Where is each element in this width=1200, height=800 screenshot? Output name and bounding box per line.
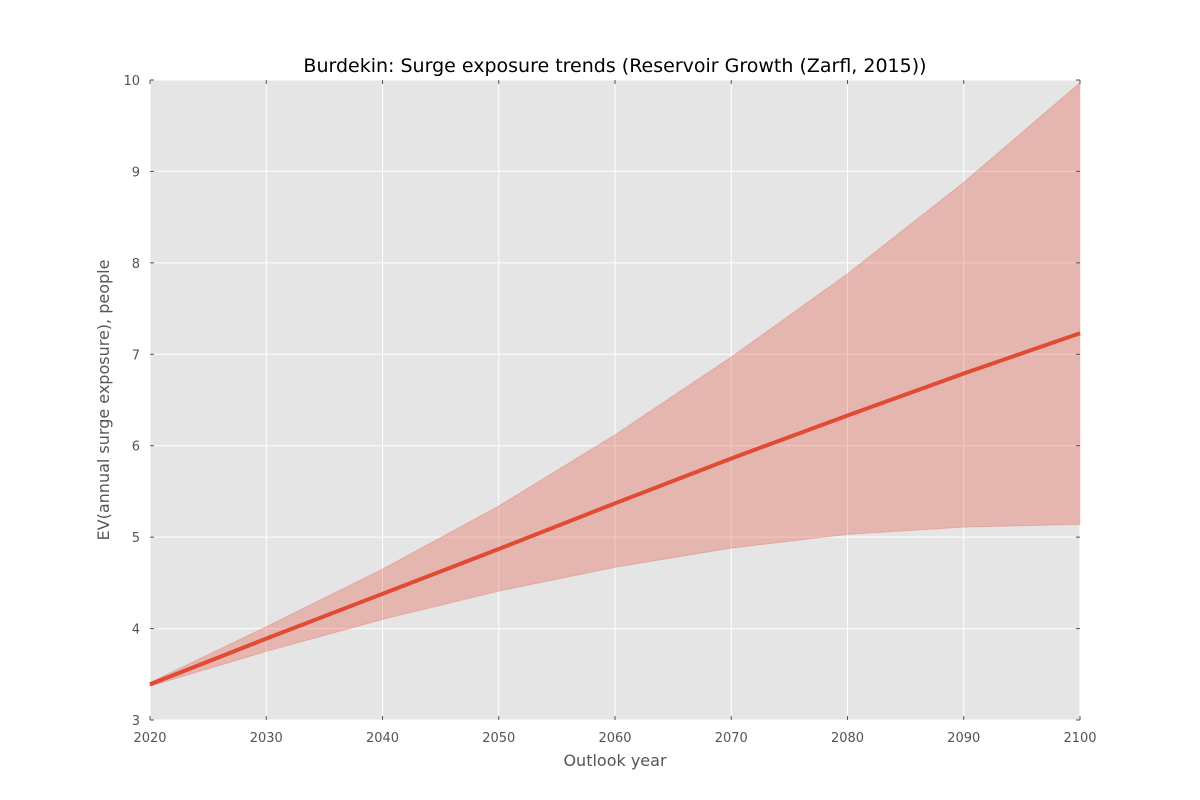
y-tick-label: 8 — [132, 257, 140, 272]
x-tick-label: 2080 — [831, 731, 864, 746]
band-layer — [149, 81, 1081, 687]
y-tick-label: 10 — [123, 74, 140, 89]
x-tick-label: 2060 — [598, 731, 631, 746]
x-tick-label: 2070 — [715, 731, 748, 746]
y-tick-label: 4 — [132, 623, 140, 638]
mean-line — [149, 331, 1081, 687]
confidence-band — [149, 81, 1081, 687]
x-tick-label: 2030 — [250, 731, 283, 746]
tick-labels: 2020 2030 2040 2050 2060 2070 2080 2090 2100 3 4 5 6… — [123, 74, 1096, 746]
y-tick-label: 6 — [132, 440, 140, 455]
y-tick-label: 3 — [132, 714, 140, 729]
x-tick-label: 2050 — [482, 731, 515, 746]
x-tick-label: 2090 — [947, 731, 980, 746]
line-layer — [149, 331, 1081, 687]
ticks — [149, 79, 1081, 721]
y-tick-label: 9 — [132, 165, 140, 180]
y-tick-label: 5 — [132, 531, 140, 546]
y-tick-label: 7 — [132, 348, 140, 363]
x-tick-label: 2020 — [133, 731, 166, 746]
x-tick-label: 2040 — [366, 731, 399, 746]
x-tick-label: 2100 — [1063, 731, 1096, 746]
y-axis-label: EV(annual surge exposure), people — [94, 260, 113, 541]
x-axis-label: Outlook year — [563, 751, 667, 770]
chart-title: Burdekin: Surge exposure trends (Reservo… — [303, 55, 926, 77]
